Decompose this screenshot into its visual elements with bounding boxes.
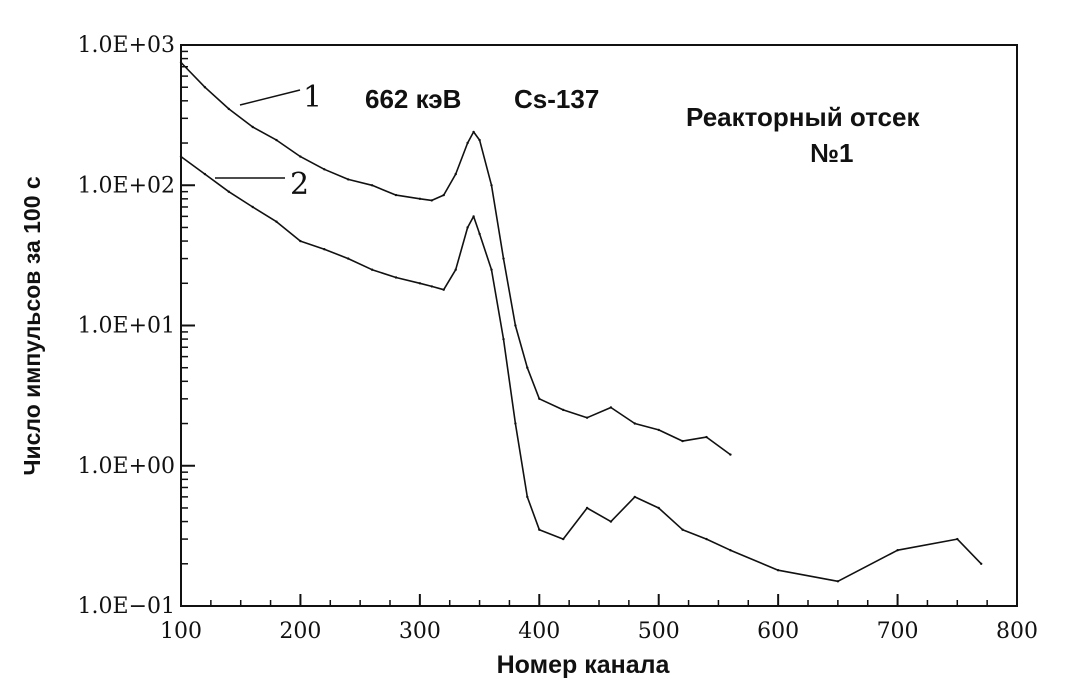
data-point [776,569,780,572]
data-point [454,268,457,271]
data-point [370,268,374,271]
data-point [179,155,183,158]
data-point [478,232,481,236]
data-point [323,168,326,171]
data-point [980,562,983,565]
data-point [370,184,374,187]
data-point [299,239,302,243]
x-tick-label: 700 [877,619,919,644]
y-tick-label: 1.0E+00 [78,454,175,479]
data-point [538,397,541,400]
data-point [490,268,493,271]
x-tick-label: 100 [160,619,202,644]
data-point [657,428,660,432]
data-point [585,506,589,510]
data-point [526,495,529,499]
data-point [502,337,505,341]
x-axis-title: Номер канала [497,651,671,679]
data-point [466,141,469,145]
x-tick-label: 200 [279,619,321,644]
data-point [836,580,840,583]
data-point [705,537,708,541]
data-point [657,506,660,510]
data-point [442,288,445,291]
data-point [227,190,230,193]
x-axis-ticks: 100 200 300 400 500 600 700 800 [160,594,1038,644]
data-point [472,215,475,218]
curve1-leader [239,89,301,106]
data-point [466,226,469,229]
data-point [394,276,398,279]
data-point [275,220,278,223]
data-point [896,549,899,552]
data-point [609,406,613,409]
data-point [472,130,475,134]
data-point [430,199,433,202]
data-point [502,257,505,260]
y-tick-label: 1.0E+01 [78,314,175,339]
data-point [705,435,708,439]
isotope-label: Cs-137 [514,84,599,114]
data-point [442,193,445,197]
data-point [347,178,350,181]
curve1-label: 1 [303,80,322,115]
series-line-2 [180,155,982,583]
curve2-label: 2 [290,167,309,202]
data-point [562,408,565,412]
x-tick-label: 500 [638,619,680,644]
data-point [490,184,493,187]
data-point [275,138,278,142]
data-point [729,453,732,456]
data-point [633,422,636,425]
data-point [251,125,254,129]
location-label-line2: №1 [810,138,853,168]
data-point [956,537,959,541]
data-point [681,439,684,443]
location-label-line1: Реакторный отсек [686,102,920,132]
y-tick-label: 1.0E+02 [78,173,175,198]
data-point [347,257,350,260]
data-point [562,537,565,541]
data-point [538,528,541,531]
data-point [514,324,517,327]
data-point [681,528,684,531]
x-tick-label: 800 [996,619,1038,644]
data-point [633,495,636,499]
series-line-1 [180,61,731,456]
peak-energy-label: 662 кэВ [365,84,461,114]
data-point [203,172,207,176]
y-tick-label: 1.0E−01 [78,594,175,619]
data-point [514,422,517,425]
data-point [227,107,230,111]
data-point [609,520,613,523]
data-point [299,155,302,158]
x-tick-label: 400 [518,619,560,644]
data-point [179,61,183,64]
y-tick-label: 1.0E+03 [78,33,175,58]
data-point [585,416,589,419]
data-point [418,282,422,285]
data-point [454,172,457,176]
data-point [251,205,254,209]
data-point [418,197,422,200]
data-point [430,285,433,288]
data-point [478,138,481,142]
data-point [526,366,529,369]
x-tick-label: 600 [757,619,799,644]
data-point [203,86,207,89]
y-axis-title: Число импульсов за 100 с [19,176,45,476]
data-point [394,193,398,197]
data-point [729,549,732,552]
data-point [323,248,326,251]
series-layer [179,61,983,583]
y-axis-ticks: 1.0E−01 1.0E+00 1.0E+01 1.0E+02 1.0E+03 [78,33,195,619]
x-tick-label: 300 [399,619,441,644]
